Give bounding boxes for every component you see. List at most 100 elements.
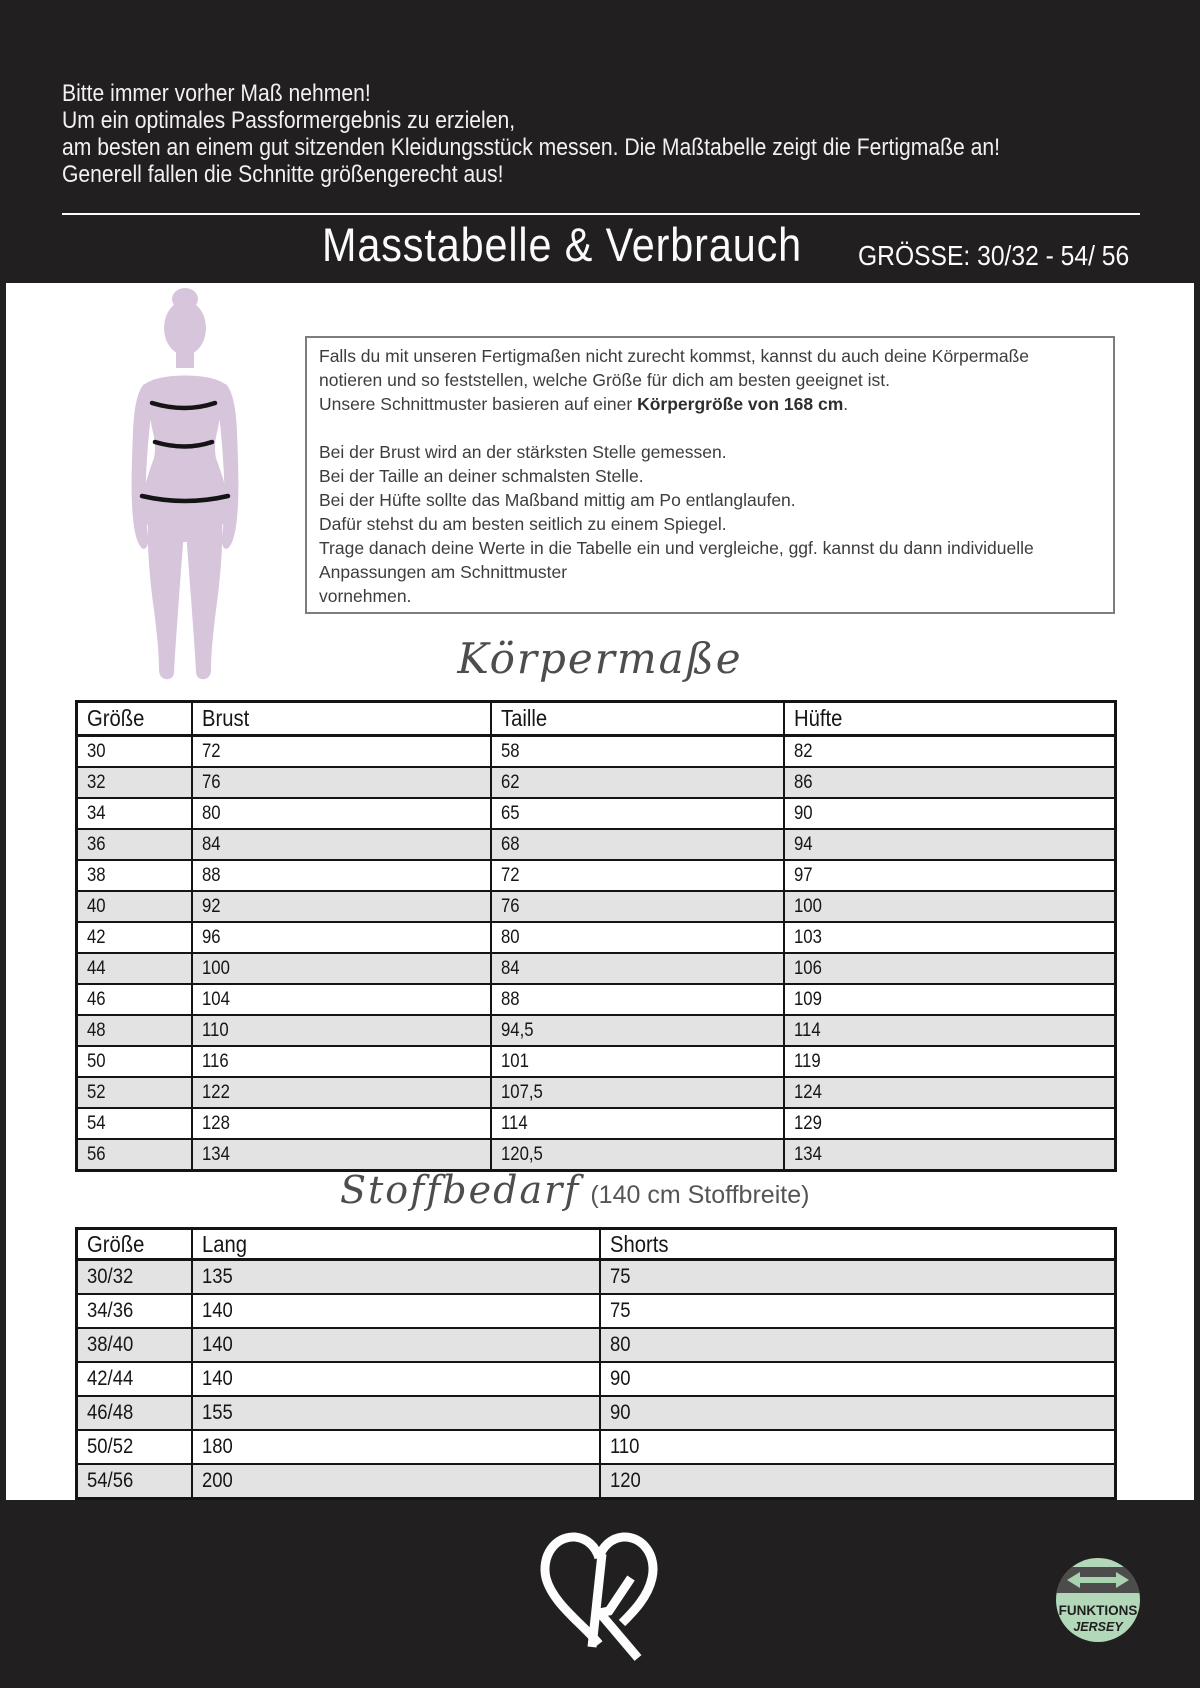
table-cell: 94: [782, 828, 1117, 861]
table-cell: 106: [782, 952, 1117, 985]
table-cell: 100: [190, 952, 492, 985]
table-cell: 82: [782, 734, 1117, 768]
table-cell: 32: [75, 766, 193, 799]
fabric-heading-note: (140 cm Stoffbreite): [590, 1181, 810, 1209]
table-cell: 86: [782, 766, 1117, 799]
table-cell: 103: [782, 921, 1117, 954]
table-cell: 180: [190, 1429, 601, 1465]
waist-measure-line: [152, 439, 215, 449]
info-box-text: Falls du mit unseren Fertigmaßen nicht z…: [319, 344, 1101, 608]
header-divider: [62, 213, 1140, 215]
table-cell: 90: [598, 1361, 1117, 1397]
info-line: notieren und so feststellen, welche Größ…: [319, 370, 891, 390]
column-header: Größe: [75, 1227, 193, 1261]
fabric-heading-script: Stoffbedarf: [340, 1168, 581, 1212]
table-cell: 34/36: [75, 1293, 193, 1329]
table-cell: 88: [190, 859, 492, 892]
body-measurements-table: Größe Brust Taille Hüfte 30 72 58 82 32 76 62 86 34 8…: [75, 700, 1117, 1172]
table-row: 50 116 101 119: [75, 1045, 1117, 1078]
table-row: 48 110 94,5 114: [75, 1014, 1117, 1047]
column-header: Lang: [190, 1227, 601, 1261]
info-box: Falls du mit unseren Fertigmaßen nicht z…: [305, 336, 1115, 614]
female-silhouette-figure: [131, 288, 239, 680]
fabric-requirements-heading: Stoffbedarf (140 cm Stoffbreite): [340, 1168, 809, 1212]
intro-line: am besten an einem gut sitzenden Kleidun…: [62, 134, 1000, 161]
table-header-row: Größe Brust Taille Hüfte: [75, 700, 1117, 737]
table-cell: 134: [782, 1138, 1117, 1172]
table-cell: 68: [489, 828, 785, 861]
table-row: 40 92 76 100: [75, 890, 1117, 923]
table-cell: 116: [190, 1045, 492, 1078]
table-cell: 80: [489, 921, 785, 954]
table-row: 34/36 140 75: [75, 1293, 1117, 1329]
info-line: Bei der Taille an deiner schmalsten Stel…: [319, 466, 644, 486]
bust-measure-line: [149, 400, 218, 411]
table-cell: 104: [190, 983, 492, 1016]
column-header: Taille: [489, 700, 785, 737]
table-cell: 38: [75, 859, 193, 892]
intro-line: Bitte immer vorher Maß nehmen!: [62, 80, 371, 107]
table-cell: 76: [489, 890, 785, 923]
table-header-row: Größe Lang Shorts: [75, 1227, 1117, 1261]
info-line: Dafür stehst du am besten seitlich zu ei…: [319, 514, 727, 534]
fabric-requirements-table: Größe Lang Shorts 30/32 135 75 34/36 140 75 38/40…: [75, 1227, 1117, 1500]
table-row: 54/56 200 120: [75, 1463, 1117, 1500]
table-cell: 100: [782, 890, 1117, 923]
table-row: 38/40 140 80: [75, 1327, 1117, 1363]
table-cell: 75: [598, 1258, 1117, 1295]
table-cell: 80: [598, 1327, 1117, 1363]
table-cell: 30/32: [75, 1258, 193, 1295]
table-cell: 129: [782, 1107, 1117, 1140]
info-line: Bei der Hüfte sollte das Maßband mittig …: [319, 490, 796, 510]
table-row: 38 88 72 97: [75, 859, 1117, 892]
table-row: 46 104 88 109: [75, 983, 1117, 1016]
intro-line: Generell fallen die Schnitte größengerec…: [62, 161, 504, 188]
table-cell: 34: [75, 797, 193, 830]
table-cell: 46: [75, 983, 193, 1016]
table-cell: 42/44: [75, 1361, 193, 1397]
table-cell: 90: [598, 1395, 1117, 1431]
intro-line: Um ein optimales Passformergebnis zu erz…: [62, 107, 516, 134]
table-cell: 56: [75, 1138, 193, 1172]
table-cell: 46/48: [75, 1395, 193, 1431]
table-cell: 58: [489, 734, 785, 768]
table-cell: 75: [598, 1293, 1117, 1329]
heart-right-lobe: [594, 1532, 658, 1627]
body-measurements-heading: Körpermaße: [457, 634, 743, 683]
table-cell: 107,5: [489, 1076, 785, 1109]
table-cell: 48: [75, 1014, 193, 1047]
k-stem: [587, 1553, 607, 1648]
table-cell: 72: [190, 734, 492, 768]
table-row: 44 100 84 106: [75, 952, 1117, 985]
size-range-label: GRÖSSE: 30/32 - 54/ 56: [858, 241, 1166, 270]
badge-label-bottom: JERSEY: [1073, 1620, 1124, 1634]
page-title-text: Masstabelle & Verbrauch: [322, 218, 803, 271]
table-cell: 135: [190, 1258, 601, 1295]
table-row: 50/52 180 110: [75, 1429, 1117, 1465]
table-cell: 80: [190, 797, 492, 830]
info-line: Unsere Schnittmuster basieren auf einer …: [319, 394, 849, 414]
funktions-jersey-badge: FUNKTIONS JERSEY: [1056, 1558, 1140, 1642]
table-row: 36 84 68 94: [75, 828, 1117, 861]
size-range-text: GRÖSSE: 30/32 - 54/ 56: [858, 240, 1130, 271]
heart-k-logo: [540, 1532, 658, 1661]
table-cell: 109: [782, 983, 1117, 1016]
info-line: Trage danach deine Werte in die Tabelle …: [319, 538, 1034, 558]
info-line: Bei der Brust wird an der stärksten Stel…: [319, 442, 727, 462]
table-cell: 119: [782, 1045, 1117, 1078]
table-cell: 40: [75, 890, 193, 923]
table-cell: 54: [75, 1107, 193, 1140]
table-row: 42/44 140 90: [75, 1361, 1117, 1397]
column-header: Größe: [75, 700, 193, 737]
table-cell: 84: [190, 828, 492, 861]
table-cell: 92: [190, 890, 492, 923]
table-row: 30 72 58 82: [75, 734, 1117, 768]
table-row: 34 80 65 90: [75, 797, 1117, 830]
intro-lines: Bitte immer vorher Maß nehmen! Um ein opt…: [62, 80, 1128, 188]
table-cell: 54/56: [75, 1463, 193, 1500]
table-cell: 52: [75, 1076, 193, 1109]
table-cell: 50/52: [75, 1429, 193, 1465]
table-cell: 128: [190, 1107, 492, 1140]
table-cell: 88: [489, 983, 785, 1016]
